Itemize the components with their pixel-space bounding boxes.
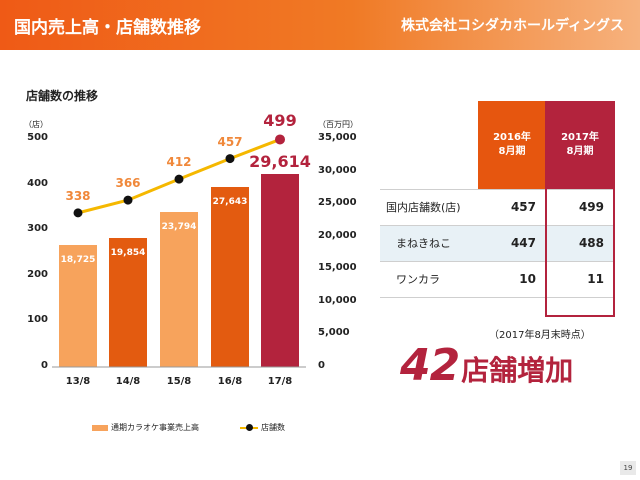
right-axis-tick: 10,000 [318, 294, 357, 306]
store-count-point [275, 134, 285, 145]
left-axis-tick: 500 [27, 132, 48, 143]
right-axis-tick: 35,000 [318, 132, 357, 143]
cell-2016: 10 [478, 260, 546, 298]
table-corner [380, 101, 478, 189]
right-axis-tick: 30,000 [318, 164, 357, 176]
headline-increase: 42 店舗増加 [400, 340, 573, 391]
x-axis-tick: 13/8 [65, 376, 91, 387]
table-note: （2017年8月末時点） [489, 330, 591, 341]
headline-number: 42 [400, 340, 460, 391]
row-label: まねきねこ [380, 224, 478, 261]
cell-2016: 447 [478, 224, 546, 261]
x-axis-tick: 15/8 [166, 376, 192, 387]
bar-value-label: 23,794 [161, 221, 197, 232]
x-axis-tick: 14/8 [115, 376, 141, 387]
table-row: まねきねこ 447 488 [380, 224, 614, 261]
cell-2017: 499 [546, 188, 614, 225]
left-axis-tick: 400 [27, 177, 48, 189]
cell-2017: 488 [546, 224, 614, 261]
store-count-label: 412 [166, 155, 192, 170]
x-axis-tick: 16/8 [217, 376, 243, 387]
table-header-2016: 2016年 8月期 [478, 101, 546, 189]
table-header-2017: 2017年 8月期 [546, 101, 614, 189]
bar-14/8 [109, 237, 147, 367]
cell-2016: 457 [478, 188, 546, 225]
bar-13/8 [59, 245, 97, 367]
store-count-label: 338 [65, 188, 91, 203]
left-axis-tick: 0 [41, 360, 48, 371]
right-axis-tick: 15,000 [318, 262, 357, 274]
bar-16/8 [211, 186, 249, 367]
bar-value-label: 18,725 [60, 255, 96, 266]
cell-2017: 11 [546, 260, 614, 298]
left-axis-tick: 100 [27, 314, 48, 326]
bar-value-label: 29,614 [249, 152, 311, 172]
legend-bar: 通期カラオケ事業売上高 [92, 422, 199, 433]
header-2017-year: 2017年 [561, 131, 599, 143]
headline-text: 店舗増加 [461, 354, 574, 387]
row-label: ワンカラ [380, 260, 478, 298]
legend-line-label: 店舗数 [261, 423, 285, 432]
left-axis-tick: 200 [27, 268, 48, 280]
right-axis-tick: 25,000 [318, 197, 357, 209]
store-count-label: 499 [263, 111, 297, 131]
bar-17/8 [261, 174, 299, 367]
header-2017-period: 8月期 [566, 145, 594, 157]
legend-line: 店舗数 [240, 422, 285, 433]
right-axis-tick: 5,000 [318, 327, 350, 339]
x-axis-tick: 17/8 [267, 376, 293, 387]
company-logo: 株式会社コシダカホールディングス [400, 18, 624, 34]
right-axis-unit: （百万円） [318, 120, 358, 129]
header-2016-year: 2016年 [493, 131, 531, 143]
bar-15/8 [160, 211, 198, 367]
highlight-2017-column [545, 101, 615, 317]
header-banner: 国内売上高・店舗数推移 株式会社コシダカホールディングス [0, 0, 640, 50]
chart-title: 店舗数の推移 [26, 89, 99, 103]
legend-bar-swatch [92, 424, 108, 431]
row-label: 国内店舗数(店) [380, 188, 478, 225]
store-count-point [225, 154, 235, 164]
store-count-table: 2016年 8月期 2017年 8月期 国内店舗数(店) 457 499 まねき… [380, 101, 614, 298]
store-count-label: 457 [217, 134, 243, 149]
bar-value-label: 27,643 [212, 196, 248, 207]
store-count-point [123, 195, 133, 205]
table-row: 国内店舗数(店) 457 499 [380, 188, 614, 225]
right-axis-tick: 0 [318, 360, 325, 371]
right-axis-tick: 20,000 [318, 229, 357, 241]
store-count-label: 366 [115, 176, 141, 191]
legend-bar-label: 通期カラオケ事業売上高 [111, 423, 199, 432]
header-2016-period: 8月期 [498, 145, 526, 157]
left-axis-tick: 300 [27, 223, 48, 235]
page-title: 国内売上高・店舗数推移 [14, 18, 201, 38]
store-count-point [174, 174, 184, 184]
legend-line-swatch [240, 423, 258, 431]
page-number: 19 [620, 461, 636, 475]
left-axis-unit: （店） [24, 120, 48, 129]
table-row: ワンカラ 10 11 [380, 260, 614, 298]
bar-value-label: 19,854 [110, 247, 146, 258]
store-count-point [73, 208, 83, 218]
